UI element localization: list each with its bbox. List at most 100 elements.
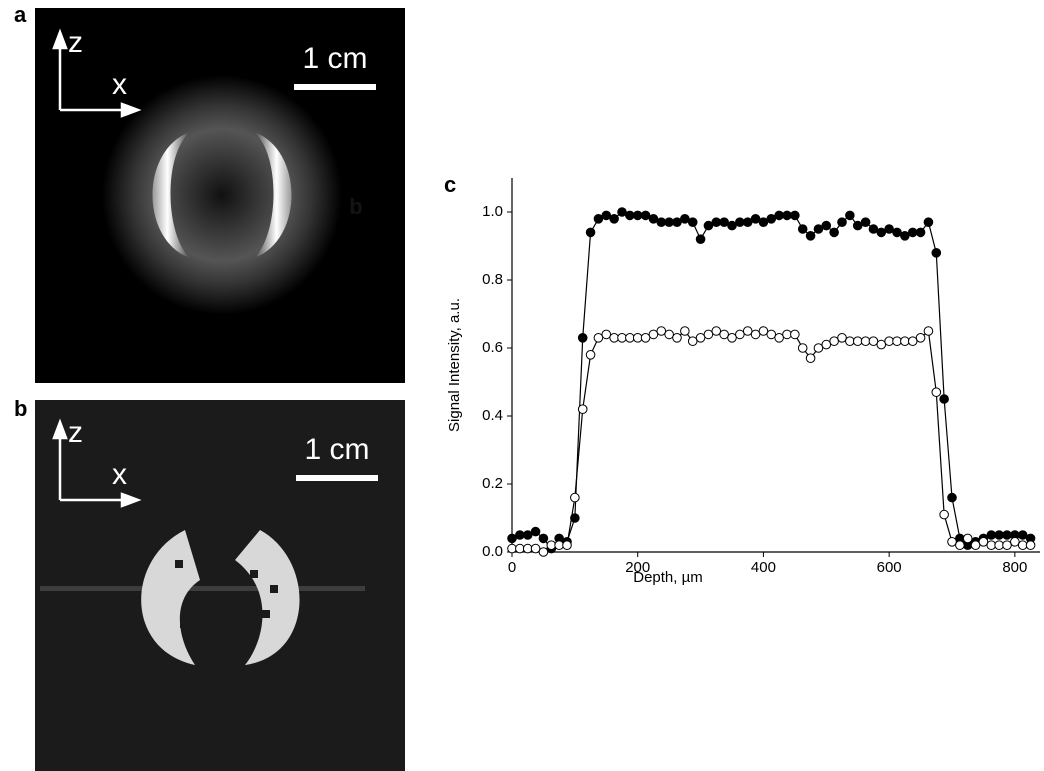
marker [742,326,753,336]
marker [750,329,761,340]
note: b [349,194,362,219]
marker [860,336,871,347]
streak [40,586,365,591]
marker [656,217,667,227]
marker [782,329,792,340]
marker [577,404,588,415]
marker [601,329,612,340]
axis-x: x [112,68,127,101]
marker [687,217,698,227]
marker [829,336,839,347]
marker [522,543,533,554]
marker [570,513,580,523]
marker [507,533,517,544]
marker [915,227,926,238]
scale-bar [294,84,376,90]
marker [703,329,714,340]
marker [522,530,533,540]
marker [538,547,549,557]
marker [852,336,863,347]
y-tick-label: 0.8 [482,271,503,288]
marker [766,329,777,340]
marker [515,543,525,554]
x-tick-label: 800 [1002,559,1027,576]
marker [711,326,722,336]
x-axis-label: Depth, µm [633,569,703,586]
panel-label: a [14,2,27,27]
image-b [35,400,405,771]
marker [892,227,902,238]
marker [876,339,887,350]
marker [585,350,596,360]
marker [1017,530,1028,540]
marker [813,224,824,234]
marker [970,540,981,551]
marker [562,540,572,551]
y-tick-label: 0.4 [482,407,503,424]
marker [632,210,643,221]
marker [680,326,690,336]
marker [593,333,604,343]
axes-arrows [52,28,142,118]
marker [687,336,698,347]
axis-z: z [68,26,83,59]
axes-arrows [52,418,142,508]
marker [758,217,769,227]
marker [790,210,800,221]
marker [868,224,879,234]
marker [986,530,997,540]
marker [530,543,541,554]
marker [727,220,737,231]
marker [577,333,588,343]
arc [152,132,190,258]
marker [962,533,973,544]
marker [1002,540,1012,551]
marker [947,537,957,547]
marker [1017,540,1028,551]
marker [915,333,926,343]
y-tick-label: 1.0 [482,203,503,220]
marker [640,333,651,343]
marker [978,537,989,547]
marker [821,339,832,350]
marker [837,217,847,227]
marker [680,214,690,224]
marker [939,509,949,520]
marker [750,214,761,224]
marker [625,210,635,221]
marker [672,333,682,343]
x-tick-label: 200 [625,559,650,576]
marker [609,333,619,343]
marker [994,530,1004,540]
marker [664,329,674,340]
marker [593,214,604,224]
marker [837,333,847,343]
marker [939,394,949,404]
marker [813,343,824,353]
marker [672,217,682,227]
y-tick-label: 0.2 [482,475,503,492]
marker [570,492,580,503]
marker [931,387,942,398]
marker [805,353,816,364]
marker [507,543,517,554]
marker [617,333,627,343]
marker [797,343,808,353]
marker [632,333,643,343]
marker [546,540,557,551]
marker [727,333,737,343]
glow [102,75,342,315]
marker [900,231,910,241]
marker [640,210,651,221]
scale-bar [296,475,378,481]
marker [664,217,674,227]
arc [254,132,292,258]
marker [829,227,839,238]
y-axis-label: Signal Intensity, a.u. [446,298,463,432]
marker [538,533,549,544]
marker [797,224,808,234]
marker [609,214,619,224]
marker [900,336,910,347]
marker [617,207,627,217]
